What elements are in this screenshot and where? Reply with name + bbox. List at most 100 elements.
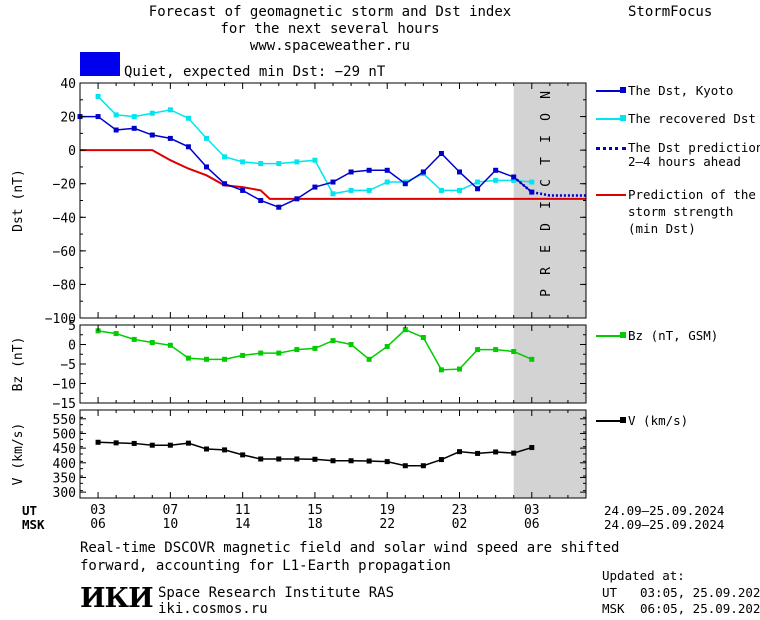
recovered-dst-point <box>511 177 517 183</box>
prediction-letter: N <box>539 91 554 99</box>
y-tick-label: −5 <box>60 358 76 373</box>
msk-tick-label: 10 <box>163 517 179 532</box>
bz-point <box>113 331 119 337</box>
v-point <box>149 442 155 448</box>
msk-tick-label: 14 <box>235 517 251 532</box>
recovered-dst-point <box>95 93 101 99</box>
dst-kyoto-point <box>493 167 499 173</box>
y-tick-label: 40 <box>60 77 76 92</box>
ut-tick-label: 23 <box>452 503 468 518</box>
recovered-dst-point <box>312 157 318 163</box>
prediction-letter: R <box>539 267 554 275</box>
v-point <box>384 459 390 465</box>
dst-axis-label: Dst (nT) <box>11 169 26 232</box>
legend-swatch-bz <box>596 335 626 337</box>
y-tick-label: −80 <box>53 278 76 293</box>
recovered-dst-point <box>167 107 173 113</box>
legend-label-storm-2: storm strength <box>628 204 734 219</box>
bz-point <box>330 338 336 344</box>
bz-point <box>149 340 155 346</box>
bz-point <box>384 343 390 349</box>
updated-ut-label: UT <box>602 585 618 600</box>
v-point <box>258 456 264 462</box>
source-url[interactable]: www.spaceweather.ru <box>249 38 411 54</box>
bz-point <box>258 350 264 356</box>
recovered-dst-point <box>149 110 155 116</box>
v-point <box>222 447 228 453</box>
v-point <box>276 456 282 462</box>
y-tick-label: 5 <box>68 319 76 334</box>
y-tick-label: 0 <box>68 144 76 159</box>
msk-tick-label: 18 <box>307 517 323 532</box>
prediction-region <box>513 325 586 403</box>
legend-swatch-recovered <box>596 118 626 120</box>
legend-label-v: V (km/s) <box>628 413 689 428</box>
bz-point <box>167 342 173 348</box>
bz-panel-frame <box>79 324 587 404</box>
y-tick-label: 550 <box>53 413 76 428</box>
bz-point <box>294 347 300 353</box>
bz-point <box>511 349 517 355</box>
y-tick-label: 300 <box>53 486 76 501</box>
bz-point <box>276 350 282 356</box>
bz-axis-label: Bz (nT) <box>11 337 26 392</box>
v-point <box>131 440 137 446</box>
bz-point <box>366 356 372 362</box>
v-point <box>167 442 173 448</box>
v-point <box>438 457 444 463</box>
dst-kyoto-point <box>457 169 462 175</box>
dst-kyoto-point <box>384 167 390 173</box>
legend-label-dst: The Dst, Kyoto <box>628 83 734 98</box>
legend-label-prediction-2: 2–4 hours ahead <box>628 154 741 169</box>
recovered-dst-point <box>493 177 499 183</box>
recovered-dst-point <box>276 161 282 167</box>
bz-point <box>240 352 246 358</box>
legend-marker-recovered <box>620 115 626 121</box>
v-point <box>457 449 462 455</box>
bz-point <box>402 327 408 333</box>
updated-label: Updated at: <box>602 568 685 583</box>
institute-site[interactable]: iki.cosmos.ru <box>158 601 268 617</box>
updated-ut-value: 03:05, 25.09.2024 <box>640 585 760 600</box>
v-point <box>294 456 300 462</box>
dst-panel-frame <box>79 82 587 319</box>
prediction-letter: I <box>539 135 554 143</box>
dst-kyoto-point <box>95 114 101 120</box>
prediction-letter: I <box>539 201 554 209</box>
legend-label-recovered: The recovered Dst <box>628 111 756 126</box>
dst-kyoto-point <box>276 204 282 210</box>
y-tick-label: 500 <box>53 427 76 442</box>
iki-logo: ИКИ <box>80 583 154 614</box>
v-point <box>493 449 499 455</box>
bz-point <box>131 336 137 342</box>
bz-point <box>185 355 191 361</box>
y-tick-label: 0 <box>68 339 76 354</box>
ut-tick-label: 03 <box>90 503 106 518</box>
recovered-dst-point <box>294 159 300 165</box>
v-point <box>330 458 336 464</box>
dst-kyoto-point <box>529 189 535 195</box>
status-text: Quiet, expected min Dst: −29 nT <box>124 64 386 80</box>
v-line <box>98 441 533 467</box>
dst-kyoto-point <box>366 167 372 173</box>
bz-point <box>312 345 318 351</box>
dst-kyoto-point <box>167 135 173 141</box>
prediction-letter: O <box>539 113 554 121</box>
bz-point <box>348 342 354 347</box>
chart-title-line2: for the next several hours <box>220 21 440 37</box>
v-point <box>312 456 318 462</box>
prediction-letter: D <box>539 223 554 231</box>
msk-axis-label: MSK <box>22 517 45 532</box>
recovered-dst-point <box>475 179 481 185</box>
msk-tick-label: 06 <box>524 517 540 532</box>
legend-marker-v <box>620 417 626 423</box>
ut-tick-label: 11 <box>235 503 251 518</box>
dst-kyoto-point <box>330 179 336 185</box>
bz-point <box>438 367 444 373</box>
recovered-dst-point <box>366 187 372 193</box>
y-tick-label: 20 <box>60 111 76 126</box>
dst-kyoto-point <box>402 181 408 187</box>
msk-date-range: 24.09–25.09.2024 <box>604 517 725 532</box>
recovered-dst-point <box>330 191 336 197</box>
dst-kyoto-point <box>348 169 354 175</box>
